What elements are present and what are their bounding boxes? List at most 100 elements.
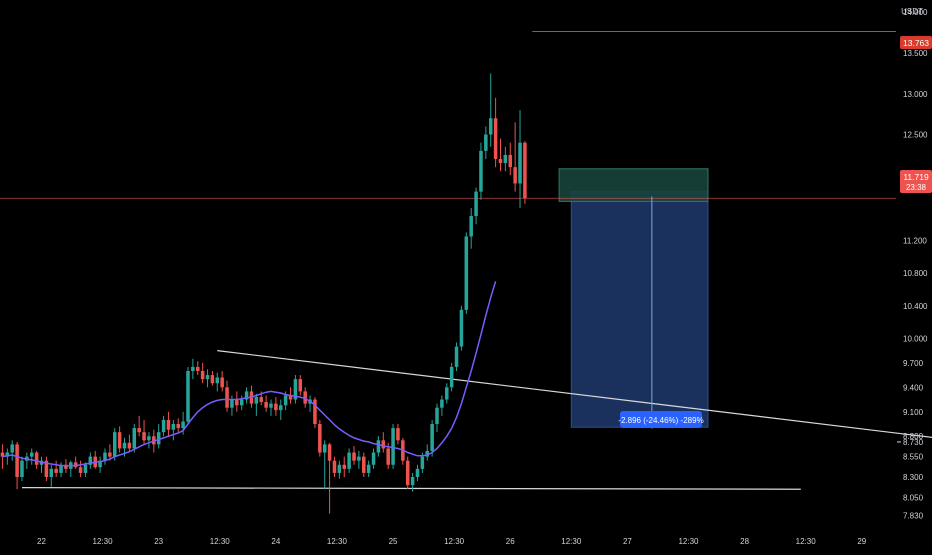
candle-body (20, 460, 24, 477)
candle-body (352, 452, 356, 461)
candle-body (420, 456, 425, 469)
candle-body (132, 428, 137, 449)
price-badges: 13.763 11.719 23:38 -2.896 (-24.46%) -28… (618, 36, 932, 428)
candle-body (283, 395, 288, 406)
y-tick-label: 13.500 (903, 49, 928, 58)
candle-body (342, 464, 346, 469)
candle-body (73, 462, 78, 468)
candle-body (54, 468, 58, 473)
candle-body (469, 216, 473, 237)
x-axis[interactable]: 22 12:30 23 12:30 24 12:30 25 12:30 26 12:30 27 12:… (37, 537, 867, 546)
currency-label: USDT (901, 7, 923, 16)
moving-average (2, 281, 497, 467)
candle-body (493, 118, 498, 159)
candle-body (0, 452, 5, 457)
candle-body (83, 464, 88, 473)
countdown-timer: 23:38 (906, 183, 927, 192)
candle-body (195, 366, 200, 371)
candle-body (152, 436, 156, 445)
candle-body (298, 379, 303, 392)
candle-body (220, 377, 224, 388)
candle-body (288, 395, 293, 400)
candle-body (108, 452, 112, 457)
x-tick-label: 12:30 (444, 537, 465, 546)
drawing-zones (558, 168, 709, 428)
candle-body (362, 456, 366, 473)
candle-body (327, 444, 332, 461)
y-tick-label: 8.800 (903, 432, 924, 441)
candle-body (215, 377, 220, 384)
x-tick-label: 12:30 (561, 537, 582, 546)
candle-body (10, 444, 14, 453)
y-tick-label: 10.400 (903, 302, 928, 311)
x-tick-label: 27 (623, 537, 632, 546)
y-tick-label: 8.730 (903, 438, 924, 447)
y-tick-label: 10.000 (903, 334, 928, 343)
candle-body (523, 142, 527, 199)
candle-body (498, 159, 503, 164)
candle-body (269, 403, 273, 408)
candle-body (230, 399, 234, 408)
entry-zone (558, 168, 709, 202)
candle-body (210, 375, 215, 384)
candle-body (264, 401, 268, 408)
candle-body (445, 387, 449, 400)
candle-body (488, 118, 493, 135)
candle-body (391, 428, 395, 465)
candle-body (440, 399, 444, 408)
candle-body (225, 387, 229, 408)
candles (0, 73, 527, 514)
candle-body (171, 424, 176, 430)
candle-body (244, 391, 249, 400)
candle-body (454, 346, 459, 367)
candle-body (34, 452, 39, 465)
candle-body (59, 464, 63, 473)
candle-body (64, 464, 68, 469)
y-tick-label: 8.550 (903, 453, 924, 462)
candle-body (415, 468, 420, 477)
y-axis[interactable]: USDT 14.00013.50013.00012.50012.00011.20… (897, 7, 928, 520)
y-tick-label: 8.050 (903, 493, 924, 502)
candle-body (386, 448, 390, 465)
candle-body (484, 134, 488, 151)
candle-body (464, 236, 469, 310)
y-tick-label: 11.200 (903, 237, 927, 246)
candle-body (396, 428, 400, 441)
candle-body (459, 309, 464, 347)
candle-body (103, 452, 107, 461)
y-tick-label: 9.100 (903, 408, 924, 417)
candle-body (303, 391, 307, 404)
resistance-price-label: 13.763 (903, 38, 929, 48)
candle-body (332, 460, 337, 473)
candle-body (205, 375, 210, 380)
candle-body (366, 464, 371, 473)
y-tick-label: 9.400 (903, 383, 924, 392)
x-tick-label: 28 (740, 537, 749, 546)
y-tick-label: 13.000 (903, 90, 928, 99)
current-price-label: 11.719 (903, 172, 929, 182)
candle-body (137, 428, 141, 433)
candle-body (166, 419, 171, 430)
candle-body (176, 424, 180, 429)
y-tick-label: 14.000 (903, 8, 928, 17)
x-tick-label: 12:30 (210, 537, 231, 546)
candle-body (191, 366, 195, 371)
current-price-badge (900, 170, 932, 193)
x-tick-label: 26 (506, 537, 515, 546)
descending-trendline (217, 350, 932, 439)
candle-body (274, 403, 278, 411)
candle-body (357, 456, 361, 461)
y-tick-label: 8.300 (903, 473, 924, 482)
candle-body (405, 460, 410, 486)
candle-body (88, 456, 93, 465)
target-zone (570, 191, 709, 428)
candle-body (259, 397, 263, 402)
candle-body (98, 460, 102, 468)
candle-body (279, 405, 283, 411)
x-tick-label: 12:30 (327, 537, 348, 546)
x-tick-label: 23 (154, 537, 163, 546)
y-tick-label: 12.500 (903, 131, 928, 140)
candle-body (337, 464, 342, 473)
